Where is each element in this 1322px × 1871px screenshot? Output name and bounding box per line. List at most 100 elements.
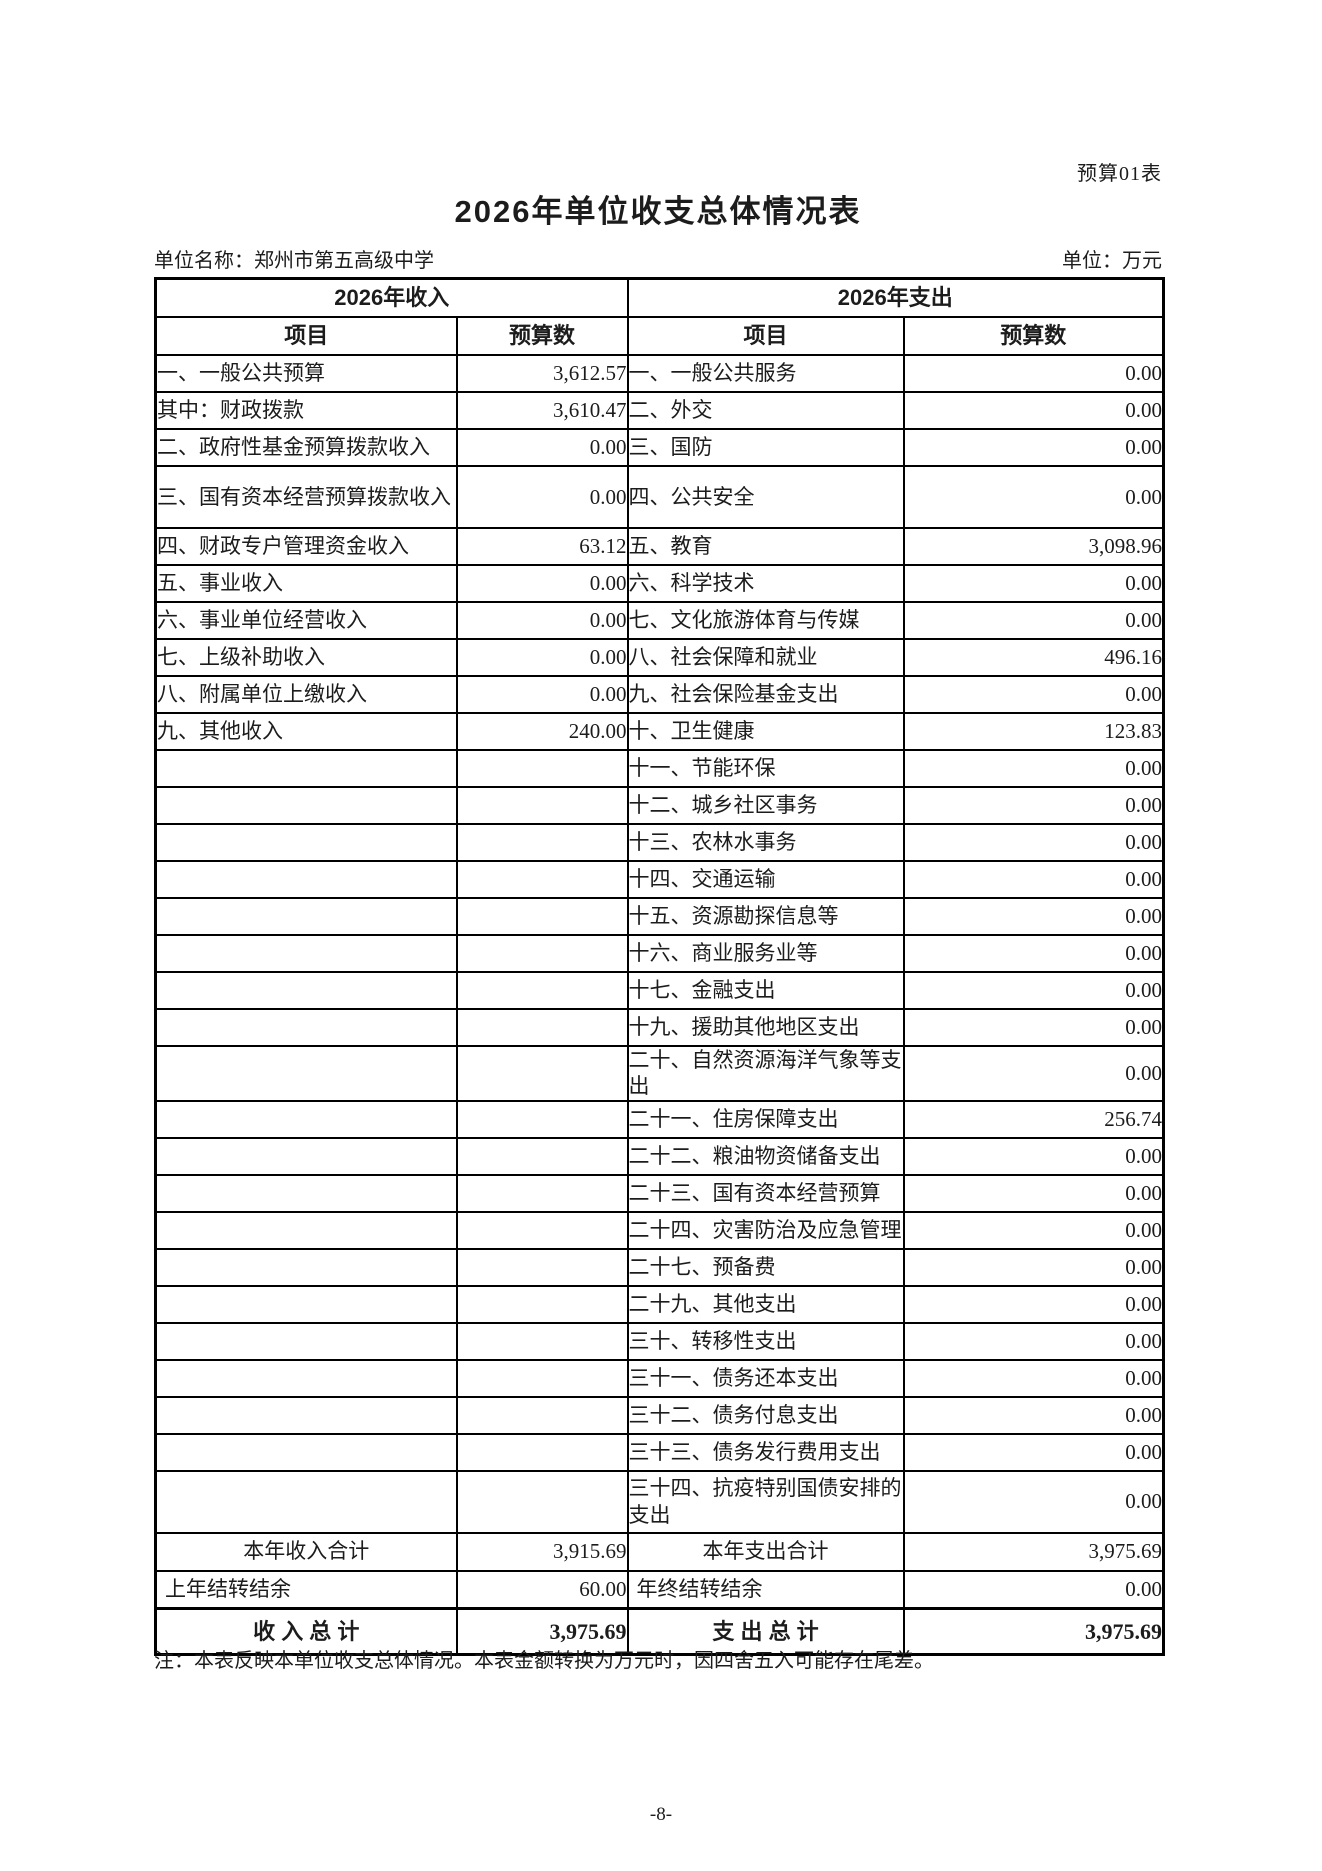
table-row: 十七、金融支出 0.00 (154, 971, 1165, 1010)
carryover-row: 上年结转结余 60.00 年终结转结余 0.00 (154, 1569, 1165, 1610)
table-row: 二十九、其他支出 0.00 (154, 1284, 1165, 1324)
income-value-cell (455, 897, 629, 936)
income-item-cell (154, 971, 458, 1010)
table-row: 二十七、预备费 0.00 (154, 1247, 1165, 1287)
income-value-cell (455, 860, 629, 899)
expense-item-cell: 七、文化旅游体育与传媒 (626, 601, 905, 640)
income-budget-header-cell: 预算数 (455, 316, 629, 356)
income-item-cell (154, 1395, 458, 1435)
income-value-cell (455, 934, 629, 973)
expense-item-cell: 一、一般公共服务 (626, 354, 905, 393)
expense-item-cell: 三十、转移性支出 (626, 1321, 905, 1361)
income-item-cell: 二、政府性基金预算拨款收入 (154, 428, 458, 467)
expense-value-cell: 0.00 (902, 1284, 1165, 1324)
income-item-cell (154, 786, 458, 825)
page-number: -8- (649, 1804, 673, 1825)
income-item-cell (154, 1045, 458, 1102)
table-row: 三十四、抗疫特别国债安排的支出 0.00 (154, 1469, 1165, 1534)
income-item-cell: 三、国有资本经营预算拨款收入 (154, 465, 458, 529)
year-total-row: 本年收入合计 3,915.69 本年支出合计 3,975.69 (154, 1531, 1165, 1572)
table-row: 其中：财政拨款 3,610.47 二、外交 0.00 (154, 391, 1165, 430)
income-value-cell (455, 1045, 629, 1102)
income-value-cell (455, 1469, 629, 1534)
table-row: 四、财政专户管理资金收入 63.12 五、教育 3,098.96 (154, 527, 1165, 566)
income-value-cell (455, 971, 629, 1010)
income-item-cell (154, 1210, 458, 1250)
grand-income-label-cell: 收 入 总 计 (154, 1607, 458, 1656)
income-item-cell (154, 1008, 458, 1047)
income-value-cell: 0.00 (455, 601, 629, 640)
income-total-value-cell: 3,915.69 (455, 1531, 629, 1572)
expense-total-label-cell: 本年支出合计 (626, 1531, 905, 1572)
expense-value-cell: 0.00 (902, 1247, 1165, 1287)
table-row: 五、事业收入 0.00 六、科学技术 0.00 (154, 564, 1165, 603)
income-item-cell (154, 749, 458, 788)
expense-value-cell: 0.00 (902, 1210, 1165, 1250)
expense-value-cell: 0.00 (902, 1321, 1165, 1361)
expense-value-cell: 0.00 (902, 1045, 1165, 1102)
table-row: 六、事业单位经营收入 0.00 七、文化旅游体育与传媒 0.00 (154, 601, 1165, 640)
table-row: 九、其他收入 240.00 十、卫生健康 123.83 (154, 712, 1165, 751)
expense-item-cell: 三十二、债务付息支出 (626, 1395, 905, 1435)
table-row: 八、附属单位上缴收入 0.00 九、社会保险基金支出 0.00 (154, 675, 1165, 714)
income-value-cell (455, 1432, 629, 1472)
expense-total-value-cell: 3,975.69 (902, 1531, 1165, 1572)
income-item-header-cell: 项目 (154, 316, 458, 356)
table-row: 二、政府性基金预算拨款收入 0.00 三、国防 0.00 (154, 428, 1165, 467)
unit-of-measure: 单位：万元 (1062, 250, 1162, 272)
table-row: 二十二、粮油物资储备支出 0.00 (154, 1136, 1165, 1176)
expense-item-cell: 二、外交 (626, 391, 905, 430)
income-item-cell (154, 897, 458, 936)
expense-item-cell: 六、科学技术 (626, 564, 905, 603)
doc-label: 预算01表 (1077, 163, 1162, 185)
expense-value-cell: 0.00 (902, 1432, 1165, 1472)
carryover-in-label-cell: 上年结转结余 (154, 1569, 458, 1610)
expense-item-cell: 二十三、国有资本经营预算 (626, 1173, 905, 1213)
expense-value-cell: 0.00 (902, 564, 1165, 603)
table-row: 七、上级补助收入 0.00 八、社会保障和就业 496.16 (154, 638, 1165, 677)
meta-row: 单位名称：郑州市第五高级中学 单位：万元 (154, 244, 1162, 273)
expense-value-cell: 0.00 (902, 675, 1165, 714)
income-item-cell: 其中：财政拨款 (154, 391, 458, 430)
income-value-cell (455, 823, 629, 862)
table-row: 三十、转移性支出 0.00 (154, 1321, 1165, 1361)
income-value-cell (455, 786, 629, 825)
income-item-cell (154, 1173, 458, 1213)
income-item-cell (154, 1099, 458, 1139)
carryover-out-value-cell: 0.00 (902, 1569, 1165, 1610)
carryover-in-value-cell: 60.00 (455, 1569, 629, 1610)
expense-value-cell: 0.00 (902, 1469, 1165, 1534)
income-item-cell: 四、财政专户管理资金收入 (154, 527, 458, 566)
expense-value-cell: 0.00 (902, 786, 1165, 825)
expense-item-cell: 三、国防 (626, 428, 905, 467)
table-row: 二十、自然资源海洋气象等支出 0.00 (154, 1045, 1165, 1102)
expense-value-cell: 0.00 (902, 934, 1165, 973)
income-value-cell (455, 1136, 629, 1176)
expense-item-cell: 十二、城乡社区事务 (626, 786, 905, 825)
expense-item-cell: 十一、节能环保 (626, 749, 905, 788)
expense-value-cell: 0.00 (902, 823, 1165, 862)
grand-total-row: 收 入 总 计 3,975.69 支 出 总 计 3,975.69 (154, 1607, 1165, 1656)
income-value-cell (455, 1173, 629, 1213)
expense-value-cell: 0.00 (902, 391, 1165, 430)
table-row: 二十一、住房保障支出 256.74 (154, 1099, 1165, 1139)
expense-value-cell: 0.00 (902, 465, 1165, 529)
income-value-cell (455, 749, 629, 788)
expense-item-cell: 十七、金融支出 (626, 971, 905, 1010)
expense-value-cell: 0.00 (902, 428, 1165, 467)
income-value-cell (455, 1395, 629, 1435)
income-item-cell: 七、上级补助收入 (154, 638, 458, 677)
income-item-cell: 五、事业收入 (154, 564, 458, 603)
income-item-cell: 一、一般公共预算 (154, 354, 458, 393)
income-value-cell: 0.00 (455, 465, 629, 529)
expense-item-cell: 三十三、债务发行费用支出 (626, 1432, 905, 1472)
income-value-cell (455, 1210, 629, 1250)
income-value-cell: 3,610.47 (455, 391, 629, 430)
income-item-cell (154, 1469, 458, 1534)
expense-value-cell: 0.00 (902, 1008, 1165, 1047)
unit-name: 单位名称：郑州市第五高级中学 (154, 250, 434, 272)
income-item-cell (154, 1358, 458, 1398)
income-value-cell (455, 1284, 629, 1324)
table-row: 十三、农林水事务 0.00 (154, 823, 1165, 862)
income-value-cell: 0.00 (455, 564, 629, 603)
